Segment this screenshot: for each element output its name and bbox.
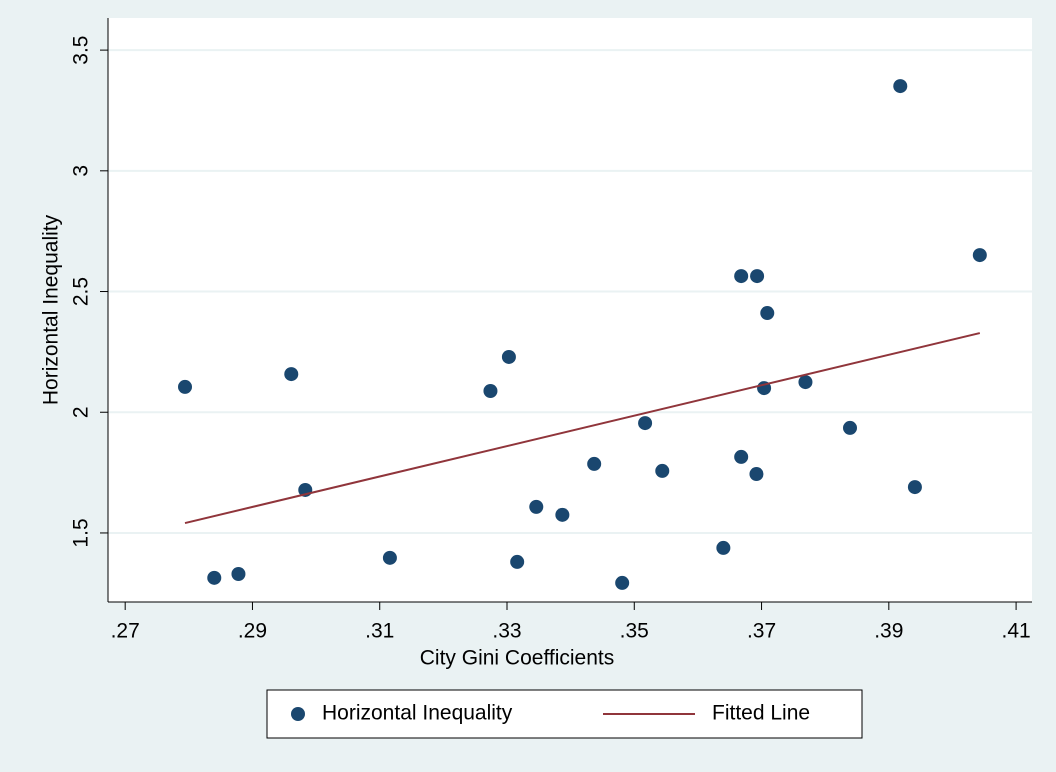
y-tick-label: 3.5: [70, 36, 93, 65]
legend-box: [266, 689, 863, 739]
scatter-point: [231, 566, 246, 581]
scatter-point: [638, 416, 653, 431]
scatter-point: [893, 79, 908, 94]
scatter-point: [749, 467, 764, 482]
x-tick-label: .27: [111, 620, 140, 643]
x-axis-label: City Gini Coefficients: [420, 647, 615, 670]
scatter-point: [734, 269, 749, 284]
scatter-point: [655, 463, 670, 478]
y-tick-label: 3: [70, 165, 93, 177]
y-tick-label: 2.5: [70, 277, 93, 306]
scatter-point: [529, 499, 544, 514]
scatter-point: [207, 570, 222, 585]
scatter-point: [587, 456, 602, 471]
scatter-point: [501, 349, 516, 364]
scatter-point: [178, 379, 192, 394]
scatter-point: [798, 375, 813, 390]
x-tick-label: .37: [747, 620, 776, 643]
legend-label: Horizontal Inequality: [322, 702, 513, 725]
scatter-point: [734, 449, 749, 464]
scatter-point: [716, 540, 731, 555]
scatter-point: [907, 480, 922, 495]
scatter-point: [284, 367, 299, 382]
scatter-point: [382, 550, 397, 565]
scatter-point: [555, 507, 570, 522]
x-tick-label: .31: [365, 620, 394, 643]
scatter-point: [750, 269, 765, 284]
scatter-point: [615, 575, 630, 590]
scatter-point: [972, 248, 987, 263]
y-tick-label: 2: [70, 406, 93, 418]
plot-area: [108, 18, 1032, 602]
x-tick-label: .29: [238, 620, 267, 643]
legend-marker: [291, 707, 305, 721]
scatter-point: [760, 306, 775, 321]
x-tick-label: .39: [874, 620, 903, 643]
y-axis-label: Horizontal Inequality: [40, 214, 63, 405]
x-tick-label: .35: [620, 620, 649, 643]
x-tick-label: .33: [492, 620, 521, 643]
fitted-line: [184, 332, 981, 525]
legend-label: Fitted Line: [712, 702, 810, 725]
y-tick-label: 1.5: [70, 518, 93, 547]
scatter-point: [483, 383, 498, 398]
scatter-point: [843, 420, 857, 435]
scatter-point: [510, 554, 525, 569]
x-tick-label: .41: [1001, 620, 1030, 643]
